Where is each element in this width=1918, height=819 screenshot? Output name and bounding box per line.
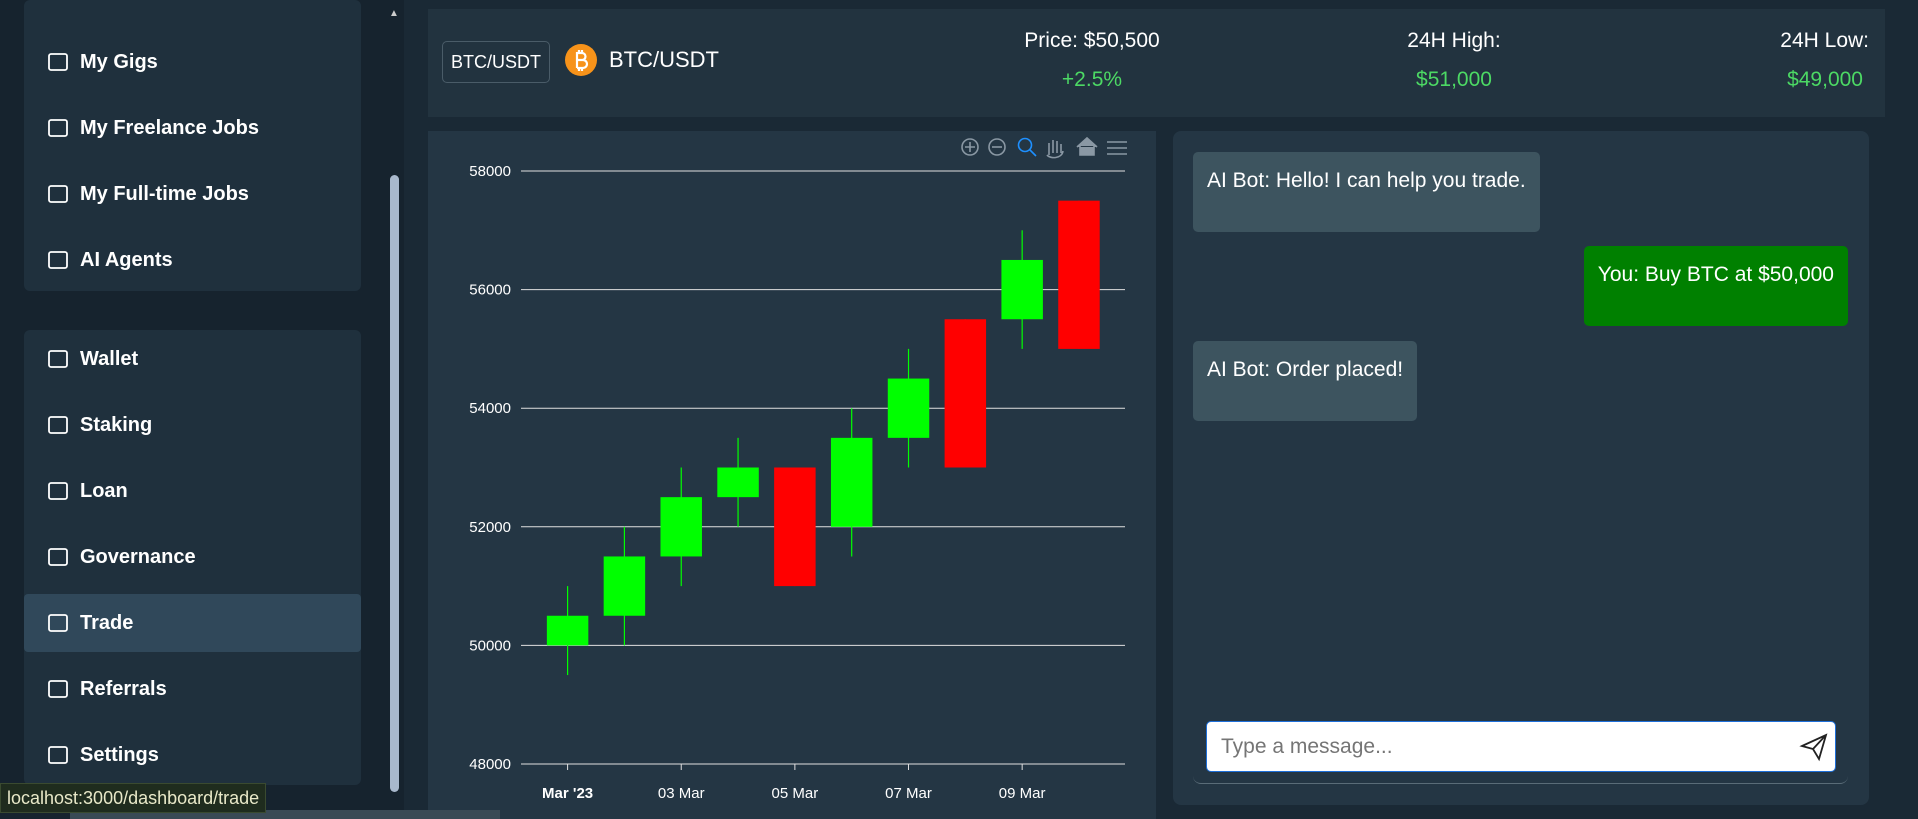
low-value: $49,000 [1787, 68, 1863, 91]
nav-icon [48, 185, 68, 203]
candle-body [887, 378, 930, 438]
send-button[interactable] [1799, 732, 1829, 762]
nav-item[interactable]: Staking [24, 396, 361, 454]
candle-body [944, 319, 987, 468]
candle-body [830, 437, 873, 527]
nav-label: Wallet [80, 347, 139, 370]
bot-message: AI Bot: Hello! I can help you trade. [1193, 152, 1540, 232]
nav-label: My Freelance Jobs [80, 116, 259, 139]
icon-shape [48, 119, 68, 137]
nav-label: Loan [80, 479, 128, 502]
candle-body [546, 615, 589, 646]
nav-item[interactable]: Settings [24, 726, 361, 784]
chart: 48000 50000 52000 54000 56000 58000 Mar '23 03 … [469, 136, 1127, 802]
icon-shape [48, 746, 68, 764]
nav-label: Settings [80, 743, 159, 766]
nav-icon [48, 53, 68, 71]
chart-panel: 48000 50000 52000 54000 56000 58000 Mar '23 03 … [428, 131, 1156, 819]
price-change: +2.5% [1061, 68, 1123, 91]
x-tick-label: 07 Mar [885, 785, 932, 802]
y-tick-label: 58000 [469, 163, 511, 180]
candle-body [603, 556, 646, 616]
nav-label: Referrals [80, 677, 167, 700]
input-frame [1193, 721, 1848, 784]
btc-icon [565, 44, 597, 76]
pan[interactable] [1046, 140, 1064, 159]
nav-item[interactable]: My Freelance Jobs [24, 99, 361, 157]
nav-icon [48, 350, 68, 368]
y-tick-label: 50000 [469, 637, 511, 654]
price: Price: $50,500 [1024, 29, 1160, 52]
high-label: 24H High: [1407, 29, 1501, 52]
pair-name: BTC/USDT [609, 47, 719, 72]
y-tick-label: 54000 [469, 400, 511, 417]
candle-body [1001, 259, 1043, 320]
header: BTC/USDT BTC/USDT Price: $50,500 +2.5% 2… [428, 9, 1885, 117]
y-tick-label: 56000 [469, 282, 511, 299]
nav-item[interactable]: Governance [24, 528, 361, 586]
nav-icon [48, 746, 68, 764]
icon-shape [48, 614, 68, 632]
nav-icon [48, 680, 68, 698]
nav-item[interactable]: Loan [24, 462, 361, 520]
message-input[interactable] [1206, 721, 1836, 772]
nav-icon [48, 548, 68, 566]
user-message: You: Buy BTC at $50,000 [1583, 246, 1848, 326]
nav-item[interactable]: Trade [24, 594, 361, 652]
icon-shape [48, 482, 68, 500]
x-tick-label: 05 Mar [772, 785, 819, 802]
nav-item[interactable]: My Full-time Jobs [24, 165, 361, 223]
icon-shape [48, 185, 68, 203]
sidebar-card [24, 0, 361, 291]
low-label: 24H Low: [1780, 29, 1869, 52]
x-tick-label: Mar '23 [542, 785, 593, 802]
nav-icon [48, 119, 68, 137]
icon-shape [48, 350, 68, 368]
candle-body [660, 497, 702, 557]
zoom-in[interactable] [961, 138, 979, 156]
reset[interactable] [1076, 136, 1098, 156]
icon-shape [48, 53, 68, 71]
chart-toolbar [961, 136, 1127, 159]
icon-shape [48, 416, 68, 434]
y-tick-label: 52000 [469, 519, 511, 536]
bot-message: AI Bot: Order placed! [1193, 341, 1418, 421]
scrollbar-thumb[interactable] [390, 175, 399, 792]
status-url: localhost:3000/dashboard/trade [0, 783, 267, 813]
scroll-arrow[interactable]: ▲ [389, 8, 399, 19]
x-tick-label: 09 Mar [999, 785, 1046, 802]
nav-icon [48, 614, 68, 632]
candle-body [717, 467, 759, 498]
nav-icon [48, 416, 68, 434]
pair-button[interactable]: BTC/USDT [442, 41, 550, 83]
icon-shape [48, 548, 68, 566]
zoom-select[interactable] [1017, 137, 1033, 153]
nav-label: AI Agents [80, 248, 173, 271]
nav-item[interactable]: Wallet [24, 330, 361, 388]
menu[interactable] [1107, 141, 1127, 155]
icon-shape [48, 251, 68, 269]
zoom-out[interactable] [988, 138, 1006, 156]
nav-label: Governance [80, 545, 196, 568]
h-scrollbar[interactable] [70, 810, 500, 819]
nav-label: My Gigs [80, 50, 158, 73]
nav-icon [48, 482, 68, 500]
nav-item[interactable]: AI Agents [24, 231, 361, 289]
candle-body [774, 467, 816, 587]
nav-label: My Full-time Jobs [80, 182, 249, 205]
icon-shape [48, 680, 68, 698]
candle-body [1058, 200, 1100, 349]
nav-label: Trade [80, 611, 134, 634]
y-tick-label: 48000 [469, 756, 511, 773]
sidebar-card [24, 330, 361, 785]
x-tick-label: 03 Mar [658, 785, 705, 802]
chat-panel: AI Bot: Hello! I can help you trade. You:… [1173, 131, 1869, 805]
nav-item[interactable]: My Gigs [24, 33, 361, 91]
nav-item[interactable]: Referrals [24, 660, 361, 718]
nav-label: Staking [80, 413, 153, 436]
nav-icon [48, 251, 68, 269]
high-value: $51,000 [1416, 68, 1492, 91]
